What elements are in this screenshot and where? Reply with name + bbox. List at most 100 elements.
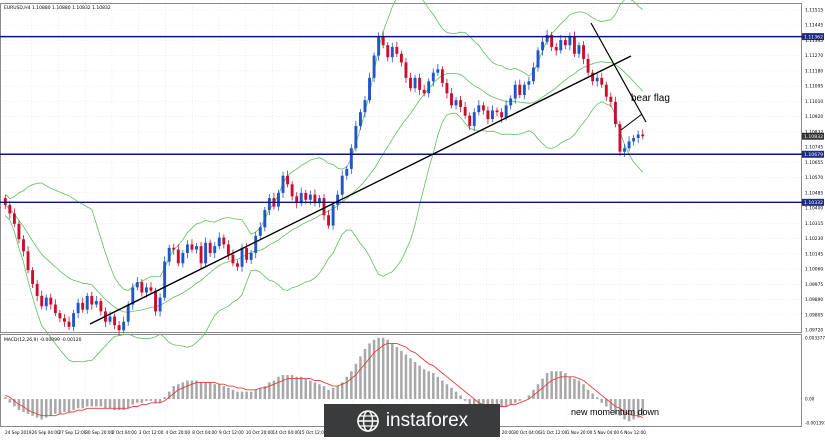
candle-bull: [358, 112, 362, 126]
descending-trendline[interactable]: [590, 22, 647, 123]
y-tick-label: 1.10485: [805, 190, 823, 196]
candle-bull: [595, 77, 599, 82]
candles-group: [3, 29, 645, 336]
candle-bear: [295, 196, 299, 204]
x-tick-label: 28 Oct 20:00: [487, 430, 515, 435]
price-pane-border: [0, 3, 802, 333]
candle-bull: [213, 246, 217, 254]
candle-bear: [322, 198, 326, 216]
horizontal-levels: 1.11362 1.10679 1.10332 1.10832: [0, 33, 824, 206]
bollinger-lower: [5, 101, 643, 363]
candle-bear: [463, 107, 467, 116]
candle-bear: [222, 237, 226, 245]
candle-bull: [454, 100, 458, 106]
y-tick-label: 1.10145: [805, 251, 823, 257]
candle-bull: [167, 247, 171, 262]
candle-bull: [559, 40, 563, 51]
y-tick-label: 1.10832: [805, 129, 823, 135]
candle-bull: [185, 244, 189, 254]
candle-bull: [531, 67, 535, 82]
x-tick-label: 24 Sep 2019: [5, 430, 32, 435]
y-tick-label: 1.09805: [805, 312, 823, 318]
candle-bull: [122, 321, 126, 331]
candle-bear: [563, 40, 567, 46]
candle-bear: [53, 304, 57, 314]
candle-bull: [72, 313, 76, 327]
candle-bear: [113, 316, 117, 326]
candle-bear: [149, 287, 153, 291]
candle-bear: [117, 325, 121, 331]
x-tick-label: 1 Nov 20:00: [567, 430, 593, 435]
ascending-trendline[interactable]: [89, 55, 632, 325]
momentum-label: new momentum down: [571, 407, 659, 417]
candle-bull: [217, 237, 221, 247]
y-tick-label: 1.10060: [805, 267, 823, 273]
candle-bull: [632, 137, 636, 142]
candle-bear: [459, 100, 463, 108]
candle-bull: [317, 198, 321, 204]
y-tick-label: 1.10230: [805, 236, 823, 242]
current-price-label: 1.10832: [804, 134, 823, 140]
candle-bull: [541, 41, 545, 51]
candle-bull: [281, 175, 285, 193]
x-tick-label: 15 Oct 12:00: [299, 430, 327, 435]
x-tick-label: 9 Oct 12:00: [219, 430, 244, 435]
candle-bull: [368, 77, 371, 101]
x-tick-label: 8 Oct 04:00: [192, 430, 217, 435]
candle-bear: [395, 46, 399, 54]
level-tag-2: [802, 150, 824, 158]
candle-bull: [568, 36, 572, 46]
candle-bull: [522, 84, 526, 96]
candle-bull: [527, 81, 531, 85]
candle-bull: [623, 148, 626, 152]
candle-bear: [554, 46, 558, 51]
x-tick-label: 14 Oct 04:00: [273, 430, 301, 435]
candle-bear: [450, 93, 453, 106]
candle-bull: [390, 46, 394, 58]
candle-bull: [340, 175, 344, 195]
candle-bear: [67, 321, 71, 327]
candle-bear: [550, 34, 554, 47]
candle-bear: [49, 297, 53, 305]
candle-bear: [445, 82, 449, 94]
y-tick-label: 1.11180: [805, 68, 823, 74]
x-tick-label: 10 Oct 20:00: [246, 430, 274, 435]
x-tick-label: 27 Sep 12:00: [59, 430, 87, 435]
candle-bear: [26, 251, 30, 271]
y-tick-label: 1.11445: [805, 23, 823, 29]
candle-bear: [518, 84, 522, 96]
level-tag-3: [802, 198, 824, 206]
candle-bear: [245, 247, 249, 260]
candle-bear: [208, 242, 212, 254]
candle-bear: [409, 77, 412, 89]
candle-bull: [108, 316, 112, 322]
candle-bear: [572, 36, 576, 54]
candle-bear: [154, 290, 157, 312]
x-tick-label: 2 Oct 04:00: [112, 430, 137, 435]
x-tick-label: 26 Sep 04:00: [32, 430, 60, 435]
candle-bear: [582, 45, 585, 59]
y-tick-label: 1.11270: [805, 53, 823, 59]
candle-bear: [500, 112, 504, 118]
candle-bull: [85, 295, 89, 310]
x-tick-label: 30 Oct 04:00: [513, 430, 541, 435]
bear-flag-line[interactable]: [620, 113, 643, 131]
macd-info: MACD(12,26,9) -0.00099 -0.00120: [4, 337, 82, 343]
candle-bull: [299, 192, 303, 204]
candle-bull: [44, 297, 48, 307]
brand-banner: instaforex: [324, 404, 500, 437]
candle-bear: [176, 249, 180, 264]
y-tick-label: 1.11010: [805, 99, 823, 105]
x-tick-label: 30 Sep 20:00: [85, 430, 113, 435]
candle-bear: [290, 184, 294, 197]
candle-bear: [40, 295, 44, 307]
candle-bear: [468, 115, 472, 126]
candle-bear: [481, 105, 485, 111]
candle-bull: [195, 246, 198, 250]
y-tick-label: 1.10570: [805, 175, 823, 181]
candle-bear: [586, 58, 590, 73]
globe-logo-icon: [357, 409, 379, 432]
candle-bull: [477, 105, 481, 113]
candle-bull: [249, 253, 253, 260]
